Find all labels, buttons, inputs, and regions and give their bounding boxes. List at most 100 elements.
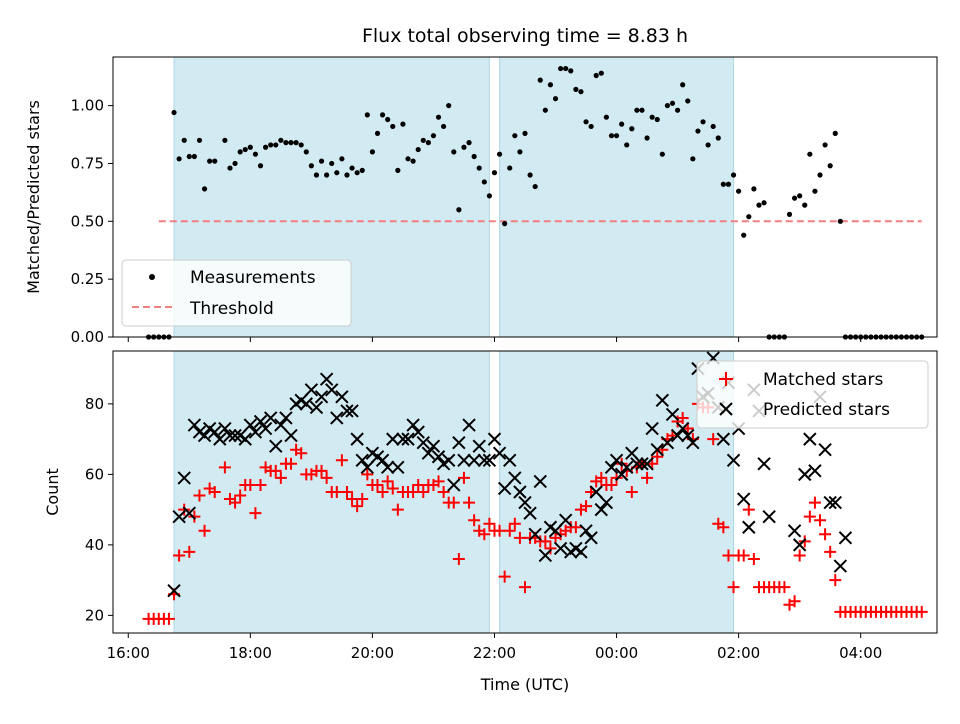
measurement-point [257, 163, 264, 169]
measurement-point [481, 179, 487, 185]
measurement-point [390, 123, 396, 130]
measurement-point [466, 140, 472, 146]
predicted-star-point [426, 439, 441, 453]
matched-star-point [320, 471, 333, 484]
predicted-star-point [716, 432, 731, 446]
observing-band-bottom [499, 350, 735, 634]
bottom-legend-box [696, 360, 929, 429]
predicted-star-point [391, 460, 405, 475]
predicted-star-point [269, 439, 283, 453]
predicted-star-point [330, 411, 344, 425]
matched-stars-points [142, 397, 928, 625]
predicted-star-point [172, 509, 186, 524]
predicted-star-point [523, 506, 537, 520]
measurement-point [232, 160, 238, 167]
matched-star-point [295, 447, 308, 460]
predicted-star-point [441, 453, 456, 467]
predicted-star-point [792, 538, 807, 552]
matched-star-point [544, 542, 557, 555]
matched-star-point [519, 581, 531, 594]
measurement-point [298, 142, 304, 148]
predicted-star-point [274, 418, 288, 432]
measurement-point [690, 156, 696, 162]
matched-star-point [162, 612, 175, 625]
top-y-tick-label: 1.00 [71, 97, 104, 115]
measurement-point [262, 144, 269, 150]
matched-star-point [539, 535, 552, 548]
predicted-star-point [558, 513, 573, 527]
measurement-point [532, 183, 538, 190]
matched-star-point [580, 500, 593, 513]
measurement-point [171, 109, 177, 116]
measurement-point [186, 153, 192, 160]
matched-star-point [498, 570, 511, 583]
measurement-point [247, 144, 253, 150]
predicted-star-point [594, 502, 609, 517]
matched-star-point [463, 496, 476, 509]
measurement-point [374, 130, 381, 136]
predicted-star-point [518, 495, 532, 510]
measurement-point [578, 89, 584, 95]
predicted-star-point [665, 407, 680, 422]
predicted-star-point [197, 428, 212, 443]
matched-star-point [274, 471, 287, 484]
measurement-point [242, 146, 248, 153]
predicted-star-point [167, 583, 181, 598]
measurement-point [507, 165, 513, 171]
measurement-point [537, 77, 543, 83]
predicted-star-point [625, 446, 639, 460]
measurement-point [659, 151, 665, 157]
measurement-point [344, 172, 350, 178]
predicted-star-point [513, 485, 527, 499]
matched-star-point [198, 524, 211, 537]
measurement-point [405, 156, 411, 162]
predicted-star-point [177, 471, 191, 485]
matched-star-point [717, 521, 730, 534]
measurement-point [736, 188, 742, 194]
matched-star-point [361, 468, 374, 481]
matched-star-point [778, 581, 791, 594]
x-axis-label: Time (UTC) [480, 675, 569, 694]
measurement-point [613, 133, 620, 139]
predicted-star-point [187, 418, 202, 432]
predicted-star-point [574, 545, 588, 559]
matched-star-point [483, 517, 496, 530]
predicted-star-point [258, 421, 273, 436]
measurement-point [832, 130, 838, 136]
predicted-star-point [762, 509, 776, 524]
measurement-point [339, 156, 345, 162]
predicted-star-point [726, 453, 741, 467]
predicted-star-point [340, 404, 354, 418]
measurement-point [359, 167, 365, 173]
measurement-point [461, 144, 467, 150]
matched-star-point [208, 486, 221, 498]
measurement-point [486, 193, 492, 199]
predicted-star-point [553, 541, 568, 556]
predicted-star-point [589, 485, 603, 499]
predicted-star-point [609, 453, 624, 467]
predicted-star-point [375, 453, 390, 467]
predicted-star-point [645, 421, 659, 436]
measurement-point [756, 202, 762, 208]
predicted-star-point [640, 457, 654, 471]
top-y-tick-label: 0.50 [71, 212, 104, 230]
predicted-star-point [309, 400, 324, 415]
predicted-star-point [675, 421, 690, 436]
bottom-observing-bands [173, 350, 735, 634]
measurement-point [547, 82, 554, 88]
predicted-star-point [421, 446, 436, 460]
matched-star-point [351, 500, 364, 513]
predicted-star-point [386, 432, 400, 446]
top-plot-frame [112, 56, 938, 338]
predicted-star-point [538, 548, 553, 563]
measurement-point [415, 146, 421, 153]
measurement-point [181, 137, 187, 143]
measurement-point [222, 137, 228, 143]
predicted-star-point [655, 393, 670, 408]
predicted-star-point [213, 432, 227, 446]
matched-star-point [798, 535, 811, 548]
legend-matched-marker [719, 372, 733, 386]
measurement-point [278, 137, 284, 143]
matched-star-point [508, 517, 521, 530]
measurement-point [425, 140, 431, 146]
